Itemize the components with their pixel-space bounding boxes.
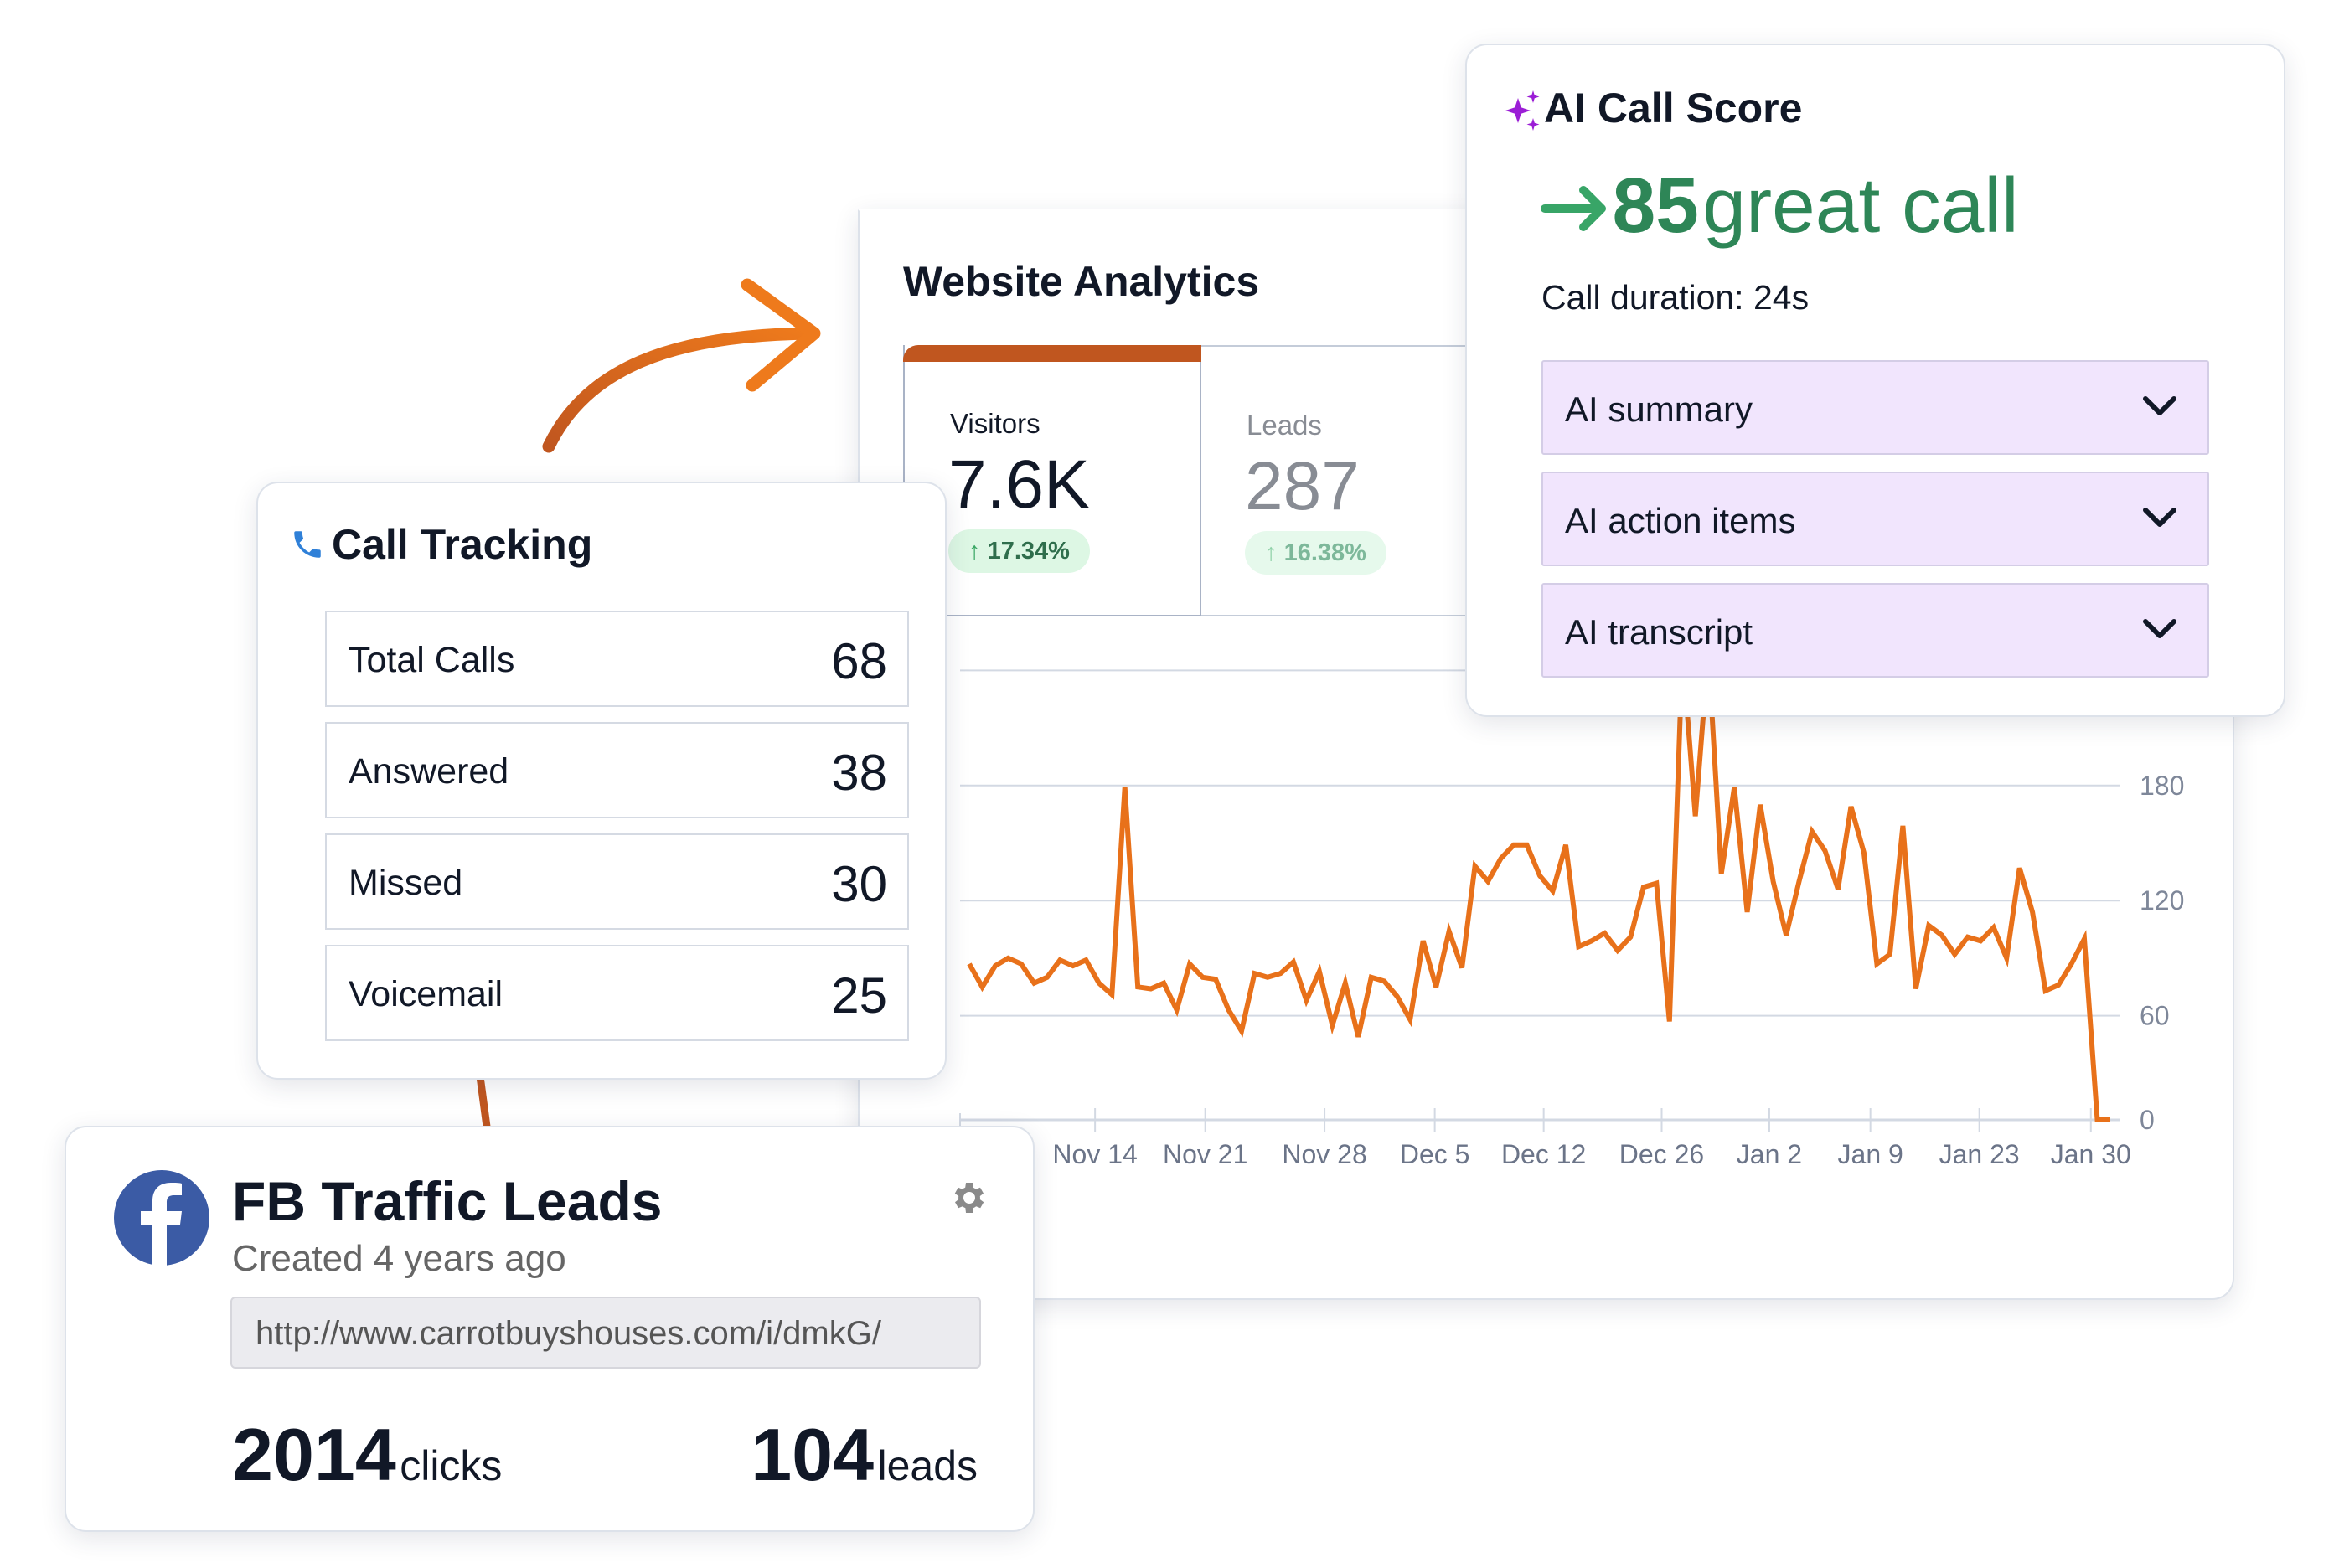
leads-count-value: 104	[751, 1413, 875, 1496]
clicks-value: 2014	[232, 1413, 396, 1496]
gear-icon[interactable]	[947, 1178, 988, 1218]
x-tick-label: Nov 14	[1052, 1139, 1137, 1169]
duration-label: Call duration:	[1541, 278, 1744, 317]
y-tick-label: 120	[2140, 885, 2184, 916]
fb-card-title: FB Traffic Leads	[232, 1170, 663, 1232]
visitors-change: 17.34%	[987, 538, 1070, 565]
arrow-up-icon: ↑	[968, 538, 988, 565]
visitors-label: Visitors	[950, 408, 1040, 439]
clicks-label: clicks	[400, 1442, 503, 1489]
score-value: 85	[1612, 162, 1699, 249]
phone-icon	[294, 531, 321, 558]
stat-row-missed: Missed 30	[325, 833, 909, 930]
x-tick-label: Jan 23	[1939, 1139, 2020, 1169]
sparkle-icon	[1505, 90, 1540, 131]
leads-label: Leads	[1247, 410, 1322, 441]
stat-value: 25	[831, 967, 887, 1024]
stat-label: Voicemail	[349, 974, 503, 1014]
stat-row-total-calls: Total Calls 68	[325, 611, 909, 707]
x-tick-label: Nov 21	[1163, 1139, 1247, 1169]
y-tick-label: 180	[2140, 771, 2184, 801]
call-score: 85 great call	[1541, 161, 2019, 250]
stat-value: 30	[831, 856, 887, 912]
stat-value: 68	[831, 633, 887, 689]
tab-leads[interactable]: Leads 287 ↑ 16.38%	[1201, 345, 1520, 616]
call-tracking-title: Call Tracking	[332, 521, 593, 568]
visitors-value: 7.6K	[948, 446, 1090, 523]
leads-value: 287	[1245, 448, 1360, 524]
y-tick-label: 0	[2140, 1105, 2155, 1135]
x-tick-label: Jan 9	[1838, 1139, 1903, 1169]
duration-value: 24s	[1753, 278, 1810, 317]
call-tracking-card: Call Tracking Total Calls 68 Answered 38 M…	[256, 482, 947, 1080]
visitors-series-line	[967, 651, 2110, 1122]
stat-row-voicemail: Voicemail 25	[325, 945, 909, 1041]
accordion-label: AI action items	[1565, 501, 1796, 540]
active-tab-indicator	[903, 345, 1201, 362]
y-tick-label: 60	[2140, 1001, 2170, 1031]
x-tick-label: Nov 28	[1282, 1139, 1366, 1169]
fb-card-subtitle: Created 4 years ago	[232, 1238, 566, 1279]
leads-count-label: leads	[877, 1442, 978, 1489]
leads-change-badge: ↑ 16.38%	[1245, 531, 1386, 575]
ai-call-score-card: AI Call Score 85 great call Call duratio…	[1465, 44, 2285, 717]
stat-row-answered: Answered 38	[325, 722, 909, 818]
tracking-url: http://www.carrotbuyshouses.com/i/dmkG/	[256, 1315, 881, 1352]
ai-card-title: AI Call Score	[1544, 85, 1803, 132]
stat-label: Answered	[349, 751, 509, 792]
accordion-ai-action-items[interactable]: AI action items	[1541, 472, 2209, 566]
chevron-down-icon	[2143, 619, 2176, 638]
accordion-ai-summary[interactable]: AI summary	[1541, 360, 2209, 455]
chevron-down-icon	[2143, 396, 2176, 415]
clicks-stat: 2014 clicks	[232, 1412, 502, 1498]
accordion-label: AI summary	[1565, 389, 1753, 429]
stat-value: 38	[831, 745, 887, 801]
x-tick-label: Dec 12	[1501, 1139, 1586, 1169]
leads-stat: 104 leads	[751, 1412, 978, 1498]
x-tick-label: Dec 5	[1400, 1139, 1470, 1169]
arrow-up-icon: ↑	[1265, 539, 1284, 566]
arrow-right-icon	[1541, 186, 1606, 231]
stat-label: Total Calls	[349, 640, 515, 680]
accordion-label: AI transcript	[1565, 612, 1753, 652]
leads-change: 16.38%	[1283, 539, 1366, 566]
visitors-line-chart: 0 60 120 180 Nov 14 Nov 21 Nov 28 Dec 5 Dec 12 De…	[959, 651, 2184, 1169]
facebook-icon	[114, 1170, 209, 1266]
chevron-down-icon	[2143, 508, 2176, 527]
score-label: great call	[1702, 162, 2019, 249]
visitors-change-badge: ↑ 17.34%	[948, 529, 1090, 573]
tab-visitors[interactable]: Visitors 7.6K ↑ 17.34%	[903, 345, 1201, 616]
analytics-title: Website Analytics	[903, 258, 1260, 305]
fb-traffic-leads-card: FB Traffic Leads Created 4 years ago htt…	[65, 1126, 1035, 1532]
x-tick-label: Dec 26	[1619, 1139, 1704, 1169]
x-tick-label: Jan 2	[1737, 1139, 1802, 1169]
call-duration: Call duration: 24s	[1541, 278, 1809, 317]
x-tick-label: Jan 30	[2051, 1139, 2131, 1169]
stat-label: Missed	[349, 863, 463, 903]
accordion-ai-transcript[interactable]: AI transcript	[1541, 583, 2209, 678]
tracking-url-field[interactable]: http://www.carrotbuyshouses.com/i/dmkG/	[230, 1297, 981, 1369]
